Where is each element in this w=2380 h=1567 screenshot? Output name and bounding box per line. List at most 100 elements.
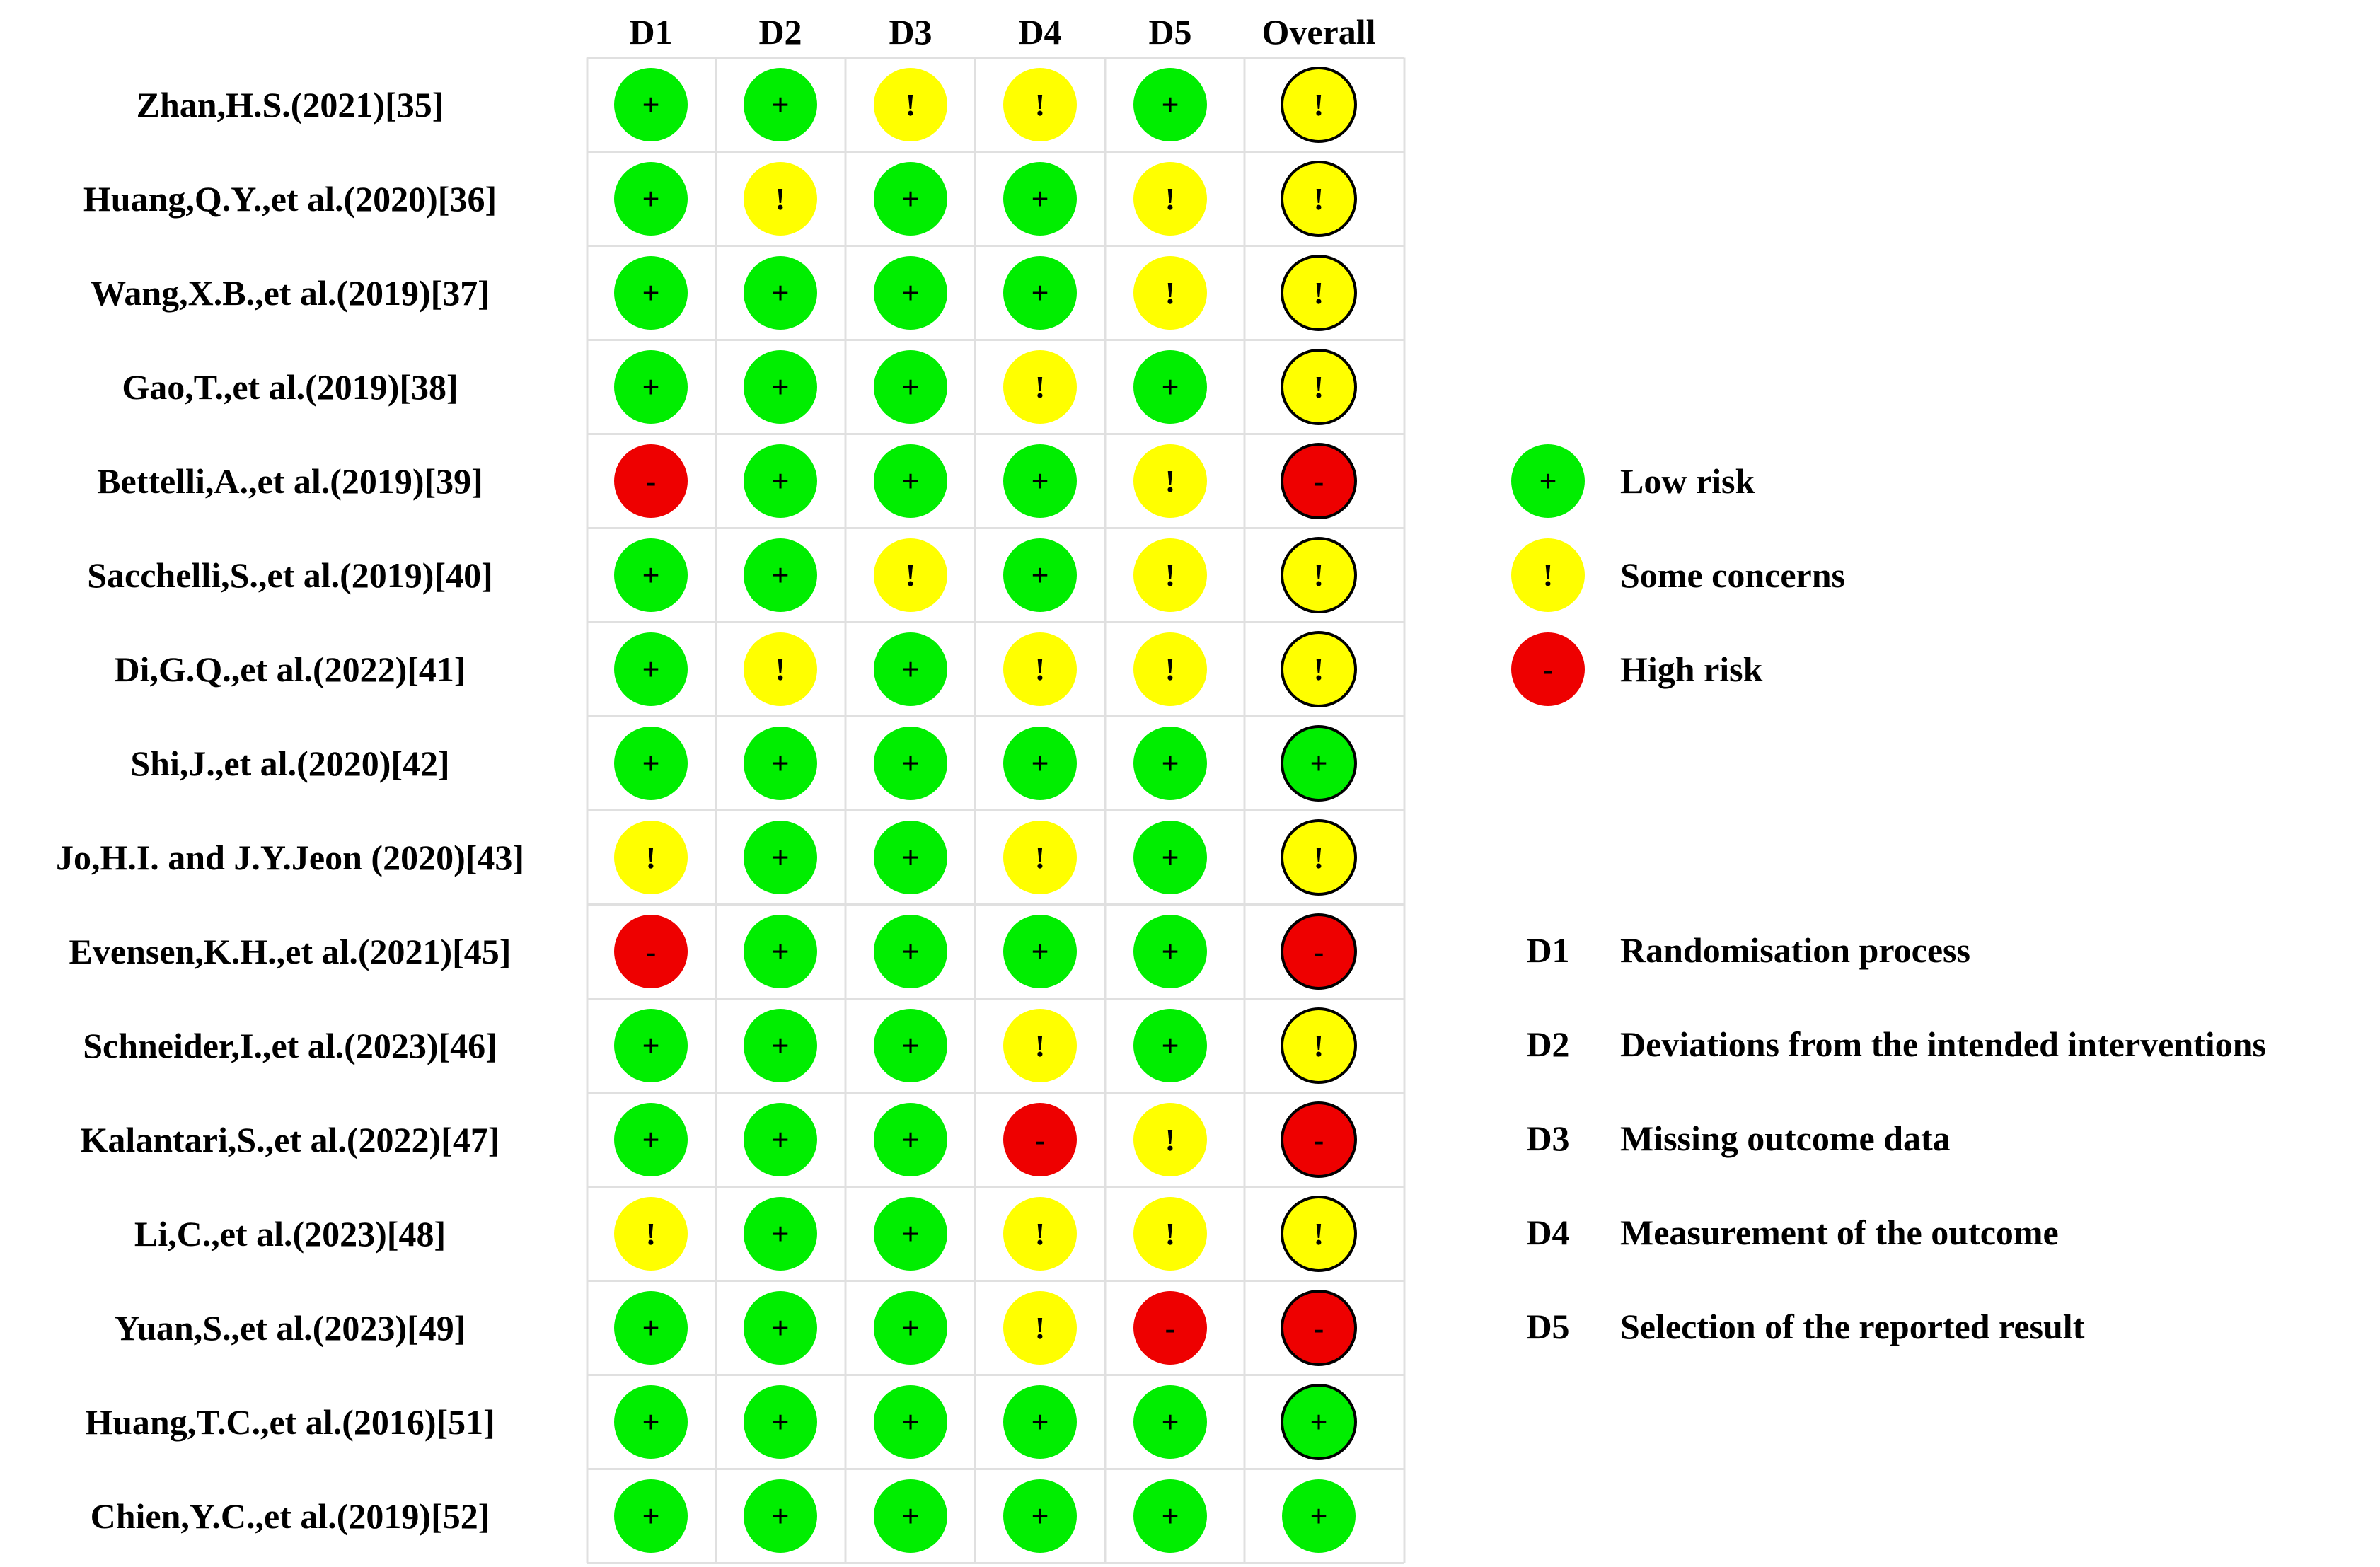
marker-symbol: !: [1165, 558, 1176, 593]
study-row: Di,G.Q.,et al.(2022)[41] +! +!!!: [114, 631, 1357, 707]
study-row: Huang,Q.Y.,et al.(2020)[36] +! + +!!: [83, 161, 1357, 237]
marker-symbol: !: [646, 840, 657, 875]
judgement-marker-low: [1003, 915, 1077, 988]
study-row: Jo,H.I. and J.Y.Jeon (2020)[43]! + +! +!: [56, 819, 1357, 896]
judgement-marker-some: [1281, 349, 1357, 425]
marker-symbol: +: [771, 1217, 789, 1251]
judgement-marker-low: [1282, 1479, 1356, 1553]
marker-symbol: !: [1314, 276, 1324, 311]
judgement-marker-some: [874, 68, 947, 141]
marker-symbol: +: [901, 840, 919, 875]
marker-symbol: -: [646, 935, 657, 969]
marker-symbol: +: [1031, 276, 1049, 311]
judgement-marker-low: [614, 538, 688, 612]
marker-symbol: +: [771, 1123, 789, 1157]
marker-symbol: !: [1035, 370, 1046, 405]
judgement-marker-low: [614, 727, 688, 800]
judgement-marker-high: [614, 915, 688, 988]
column-header: D2: [758, 12, 802, 52]
judgement-marker-low: [744, 915, 817, 988]
marker-symbol: -: [1543, 652, 1554, 687]
study-row: Zhan,H.S.(2021)[35] + +!! +!: [137, 67, 1357, 143]
judgement-marker-low: [614, 632, 688, 706]
marker-symbol: !: [1314, 370, 1324, 405]
judgement-marker-low: [1133, 821, 1207, 894]
judgement-marker-low: [1133, 68, 1207, 141]
column-header: D4: [1018, 12, 1061, 52]
marker-symbol: +: [1031, 558, 1049, 593]
domain-label: Randomisation process: [1620, 930, 1970, 970]
judgement-marker-some: [874, 538, 947, 612]
judgement-marker-low: [874, 1479, 947, 1553]
judgement-marker-some: [1133, 1103, 1207, 1176]
judgement-marker-low: [1133, 1009, 1207, 1082]
judgement-marker-high: [1281, 443, 1357, 519]
marker-symbol: +: [1161, 370, 1179, 405]
judgement-marker-low: [874, 1197, 947, 1271]
study-row: Wang,X.B.,et al.(2019)[37] + + + +!!: [91, 255, 1357, 331]
study-label: Wang,X.B.,et al.(2019)[37]: [91, 273, 490, 313]
judgement-marker-low: [1003, 1479, 1077, 1553]
study-label: Kalantari,S.,et al.(2022)[47]: [81, 1120, 500, 1160]
marker-symbol: -: [1035, 1123, 1046, 1157]
judgement-marker-low: [614, 1385, 688, 1459]
judgement-marker-low: [744, 68, 817, 141]
judgement-marker-high: [1281, 1101, 1357, 1178]
marker-symbol: +: [1161, 88, 1179, 122]
domain-item: D3 Missing outcome data: [1526, 1118, 1950, 1158]
marker-symbol: !: [1035, 1217, 1046, 1251]
marker-symbol: !: [1543, 558, 1554, 593]
marker-symbol: +: [642, 746, 659, 781]
judgement-marker-some: [1281, 1196, 1357, 1272]
column-header: D1: [629, 12, 672, 52]
marker-symbol: !: [1165, 1123, 1176, 1157]
judgement-marker-low: [874, 915, 947, 988]
marker-symbol: -: [1314, 1311, 1324, 1346]
marker-symbol: +: [901, 1029, 919, 1063]
marker-symbol: +: [771, 1499, 789, 1534]
marker-symbol: !: [1314, 558, 1324, 593]
study-row: Huang,T.C.,et al.(2016)[51] + + + + + +: [85, 1384, 1357, 1460]
study-row: Kalantari,S.,et al.(2022)[47] + + + -! -: [81, 1101, 1357, 1178]
judgement-marker-low: [1133, 727, 1207, 800]
marker-symbol: +: [642, 1311, 659, 1346]
judgement-marker-low: [874, 256, 947, 330]
marker-symbol: +: [901, 1123, 919, 1157]
marker-symbol: !: [1314, 1217, 1324, 1251]
judgement-marker-low: [614, 1009, 688, 1082]
marker-symbol: +: [642, 1123, 659, 1157]
judgement-marker-low: [874, 1009, 947, 1082]
marker-symbol: +: [901, 1405, 919, 1440]
legend-label: Some concerns: [1620, 555, 1845, 595]
judgement-marker-some: [1281, 161, 1357, 237]
judgement-marker-high: [1281, 1290, 1357, 1366]
judgement-marker-some: [1003, 632, 1077, 706]
marker-symbol: +: [642, 1405, 659, 1440]
judgement-marker-low: [1003, 727, 1077, 800]
domain-code: D5: [1526, 1307, 1569, 1346]
grid-lines: [586, 57, 1406, 1564]
marker-symbol: !: [1314, 1029, 1324, 1063]
judgement-marker-low: [744, 444, 817, 518]
judgement-marker-low: [744, 256, 817, 330]
study-label: Chien,Y.C.,et al.(2019)[52]: [91, 1496, 490, 1536]
marker-symbol: !: [906, 558, 916, 593]
marker-symbol: +: [901, 652, 919, 687]
study-label: Schneider,I.,et al.(2023)[46]: [83, 1026, 497, 1065]
marker-symbol: !: [1035, 652, 1046, 687]
marker-symbol: +: [1310, 1405, 1327, 1440]
study-label: Evensen,K.H.,et al.(2021)[45]: [69, 932, 512, 971]
marker-symbol: +: [1161, 1499, 1179, 1534]
study-row: Sacchelli,S.,et al.(2019)[40] + +! +!!: [87, 537, 1357, 613]
marker-symbol: +: [642, 1499, 659, 1534]
study-label: Gao,T.,et al.(2019)[38]: [122, 367, 458, 407]
study-row: Bettelli,A.,et al.(2019)[39] - + + +! -: [97, 443, 1357, 519]
judgement-marker-some: [614, 1197, 688, 1271]
marker-symbol: -: [1314, 1123, 1324, 1157]
marker-symbol: +: [642, 1029, 659, 1063]
study-row: Gao,T.,et al.(2019)[38] + + +! +!: [122, 349, 1357, 425]
judgement-marker-low: [744, 1009, 817, 1082]
judgement-marker-some: [1133, 538, 1207, 612]
judgement-marker-low: [1133, 1479, 1207, 1553]
